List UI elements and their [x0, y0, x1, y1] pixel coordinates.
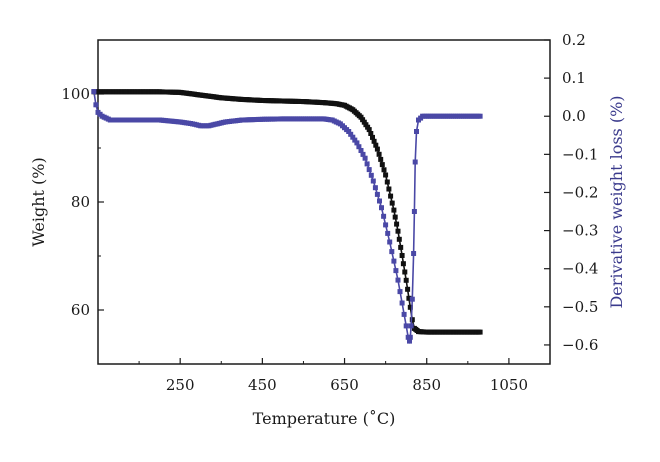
data-point [412, 159, 418, 165]
data-point [368, 172, 374, 178]
data-point [395, 277, 401, 283]
y-tick-label: 100 [61, 85, 90, 103]
series-line [93, 91, 481, 345]
data-point [364, 161, 370, 167]
y2-tick-label: −0.1 [562, 145, 598, 163]
data-point [352, 137, 358, 143]
data-point [394, 221, 400, 227]
data-point [384, 179, 390, 185]
data-point [411, 209, 417, 214]
y2-tick-label: −0.5 [562, 298, 598, 316]
y2-tick-label: −0.3 [562, 222, 598, 240]
data-point [374, 146, 380, 152]
y2-tick-label: 0.1 [562, 69, 586, 87]
data-point [407, 334, 413, 340]
y-axis-title: Weight (%) [29, 157, 48, 246]
data-point [373, 142, 379, 148]
y2-axis-title: Derivative weight loss (%) [607, 95, 626, 308]
y-tick-label: 80 [71, 193, 90, 211]
data-point [383, 172, 389, 178]
series-layer [91, 89, 483, 345]
x-tick-label: 250 [166, 376, 195, 394]
data-point [414, 129, 419, 134]
data-point [391, 258, 397, 264]
data-point [381, 213, 387, 219]
data-point [396, 236, 402, 242]
data-point [350, 134, 356, 140]
y2-axis-ticks: 0.2 0.1 0.0 −0.1 −0.2 −0.3 −0.4 −0.5 −0.6 [544, 31, 598, 354]
data-point [477, 329, 483, 335]
x-axis-title: Temperature (˚C) [253, 409, 396, 428]
data-point [366, 167, 372, 173]
data-point [383, 222, 389, 228]
plot-frame [97, 39, 551, 365]
data-point [389, 200, 395, 206]
data-point [408, 323, 414, 329]
data-point [397, 289, 403, 295]
data-point [403, 277, 409, 283]
data-point [374, 191, 380, 197]
data-point [371, 138, 377, 144]
data-point [358, 148, 364, 153]
data-point [409, 317, 415, 323]
data-point [402, 269, 408, 275]
series-derivative [91, 89, 483, 345]
data-point [376, 151, 382, 157]
data-point [91, 89, 97, 94]
data-point [400, 261, 406, 267]
data-point [366, 127, 372, 133]
x-tick-label: 650 [330, 376, 359, 394]
data-point [477, 113, 483, 119]
y2-tick-label: −0.2 [562, 183, 598, 201]
data-point [354, 140, 360, 146]
data-point [385, 230, 391, 236]
data-point [377, 198, 382, 204]
x-axis-ticks: 250 450 650 850 1050 [138, 358, 528, 394]
data-point [395, 228, 401, 234]
data-point [407, 304, 413, 310]
data-point [368, 131, 374, 136]
data-point [409, 296, 415, 302]
x-tick-label: 1050 [490, 376, 528, 394]
data-point [388, 193, 394, 199]
data-point [386, 186, 392, 192]
data-point [372, 185, 378, 191]
data-point [403, 323, 409, 329]
data-point [393, 268, 399, 274]
y2-tick-label: 0.0 [562, 107, 586, 125]
data-point [399, 253, 405, 258]
y2-tick-label: −0.6 [562, 336, 598, 354]
data-point [401, 311, 407, 317]
series-weight [91, 89, 483, 335]
data-point [411, 251, 417, 256]
series-line [93, 91, 481, 333]
data-point [348, 131, 354, 137]
data-point [398, 244, 404, 250]
data-point [399, 300, 405, 306]
x-tick-label: 850 [412, 376, 441, 394]
data-point [387, 239, 393, 245]
data-point [381, 167, 387, 173]
data-point [370, 134, 375, 140]
data-point [356, 144, 362, 150]
data-point [379, 205, 384, 211]
y-tick-label: 60 [71, 301, 90, 319]
data-point [370, 178, 376, 184]
data-point [406, 295, 412, 301]
data-point [405, 286, 411, 292]
data-point [407, 338, 412, 344]
y2-tick-label: −0.4 [562, 260, 598, 278]
data-point [378, 156, 384, 162]
data-point [392, 214, 398, 220]
x-tick-label: 450 [248, 376, 277, 394]
data-point [93, 102, 99, 108]
data-point [360, 151, 366, 157]
data-point [391, 207, 397, 213]
data-point [362, 155, 368, 161]
y2-tick-label: 0.2 [562, 31, 586, 49]
data-point [379, 162, 385, 168]
data-point [346, 129, 352, 134]
data-point [389, 249, 395, 255]
